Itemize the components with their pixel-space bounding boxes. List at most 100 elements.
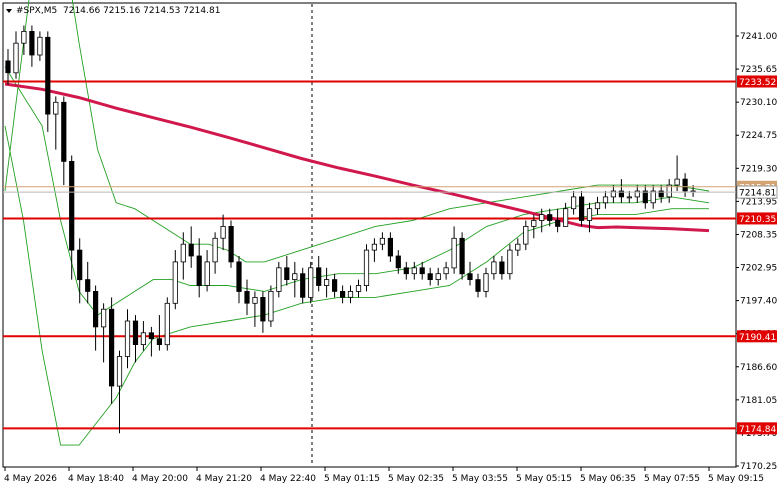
y-tick-label: 7213.95 [740,197,777,207]
candle-body [29,30,35,56]
candle-body [602,196,609,204]
candle [21,25,27,55]
candle [586,202,593,233]
candle-body [212,237,218,263]
candle [268,285,274,327]
y-tick-label: 7181.05 [740,396,777,406]
candle-body [563,208,569,227]
candle-body [109,308,115,387]
candlesticks [5,25,696,434]
candle [37,31,43,61]
candle-body [387,237,394,257]
current-price-tag [736,185,778,199]
candle [682,173,688,197]
y-tick-label: 7224.75 [740,131,777,141]
candle-body [634,190,640,198]
candle-body [164,302,170,346]
candle [475,273,481,298]
candle-body [220,225,226,239]
level-tag-3 [737,330,777,343]
candle-body [260,296,266,322]
candle [204,250,210,292]
candle-body [499,261,505,275]
level-tag-1 [737,75,777,88]
candle [101,303,107,363]
candle-body [276,267,282,292]
candle [180,232,186,280]
candle [13,31,19,79]
x-tick-label: 5 May 07:55 [644,474,700,484]
candle [507,244,513,280]
candle [531,214,537,239]
candle-body [371,243,378,251]
candle [316,256,322,292]
candle-body [618,190,625,198]
x-tick-label: 5 May 01:15 [324,474,380,484]
candle-body [316,267,322,286]
candle-body [21,30,27,44]
candle-body [539,214,545,221]
current-price-tag-text: 7214.81 [739,189,776,199]
y-tick-label: 7170.25 [740,462,777,472]
candle-body [116,356,123,387]
x-tick-label: 4 May 20:00 [132,474,188,484]
candle-body [459,237,465,275]
candle-body [650,190,656,204]
candle-body [642,190,648,204]
candle-body [53,101,59,115]
moving-average [4,82,710,233]
candle [308,261,314,304]
candle [140,321,146,351]
candle-body [594,202,601,210]
candle [172,250,178,310]
candle-body [244,290,250,304]
chart-header: #SPX,M5 7214.66 7215.16 7214.53 7214.81 [6,6,220,16]
candle-body [658,190,664,198]
candle-body [228,225,234,263]
candle-body [363,249,370,287]
y-tick-label: 7197.40 [740,297,777,307]
y-tick-label: 7186.60 [740,363,777,373]
candle-body [531,220,537,227]
candle [563,202,569,227]
candle-body [610,190,617,198]
candle [196,238,202,298]
candle-body [443,267,449,275]
candle [459,232,465,280]
symbol-label: #SPX,M5 [16,6,57,16]
level-tag-text-2: 7210.35 [739,215,776,225]
ma-line [4,82,710,233]
candle-body [204,261,210,286]
candle-body [69,160,75,251]
candle [555,208,561,233]
candle-body [156,338,162,346]
candle [339,285,346,304]
candle-body [61,101,67,162]
level-tag-text-1: 7233.52 [739,78,776,88]
candle [244,279,250,316]
candle-body [13,42,19,74]
candle-body [571,196,577,210]
candle [371,238,378,262]
candle [523,220,529,251]
candle [443,261,449,280]
candle [658,185,664,203]
candle-body [547,214,553,221]
plot-area [2,2,737,468]
candle-body [331,279,338,292]
candle [363,244,370,292]
candle [602,191,609,209]
candle-body [124,320,131,357]
candle-body [252,296,258,304]
candle [156,315,162,351]
candle [483,267,489,298]
candle [467,261,473,286]
candle [618,179,625,203]
x-tick-label: 5 May 05:15 [516,474,572,484]
ohlc-label: 7214.66 7215.16 7214.53 7214.81 [63,6,220,16]
candle [491,256,497,280]
candle [379,232,386,251]
candle-body [467,273,473,281]
candle [642,185,648,209]
